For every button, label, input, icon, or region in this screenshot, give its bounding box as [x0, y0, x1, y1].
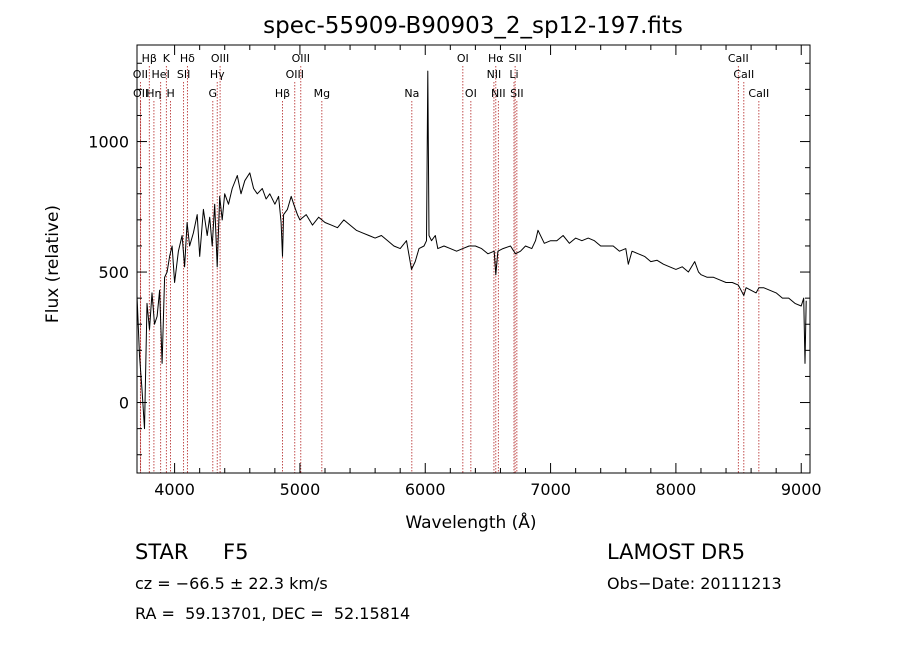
line-marker-label: OI [465, 87, 477, 100]
line-marker-label: Hβ [142, 52, 157, 65]
spectrum-chart: spec-55909-B90903_2_sp12-197.fits Hβ K Hδ O… [43, 13, 822, 533]
y-tick-label: 0 [119, 394, 129, 413]
line-marker-label: CaII [733, 68, 754, 81]
line-marker-label: OIII [292, 52, 310, 65]
line-marker-label: CaII [748, 87, 769, 100]
line-marker-label: H [166, 87, 174, 100]
x-axis-label: Wavelength (Å) [405, 511, 536, 533]
observation-date: Obs−Date: 20111213 [607, 574, 782, 593]
x-tick-label: 6000 [405, 480, 446, 499]
object-class: STAR [135, 540, 189, 564]
spectral-line-markers [139, 66, 760, 473]
redshift-velocity: cz = −66.5 ± 22.3 km/s [135, 574, 328, 593]
line-marker-label: Mg [314, 87, 330, 100]
x-tick-label: 5000 [280, 480, 321, 499]
line-marker-label: Hδ [180, 52, 195, 65]
x-tick-label: 4000 [154, 480, 195, 499]
line-marker-label: Hη [146, 87, 161, 100]
line-marker-label: OII [133, 68, 148, 81]
line-marker-label: K [163, 52, 171, 65]
spectrum-line [136, 70, 807, 430]
x-tick-label: 9000 [781, 480, 822, 499]
line-marker-label: HeI [152, 68, 170, 81]
y-tick-label: 1000 [88, 133, 129, 152]
axis-ticks [137, 45, 810, 473]
x-tick-label: 7000 [530, 480, 571, 499]
line-marker-label: OIII [211, 52, 229, 65]
spectral-line-labels: Hβ K Hδ OIII OIII OI Hα SII CaII OII HeI SII Hγ OIII N… [133, 52, 770, 100]
survey-name: LAMOST DR5 [607, 540, 746, 564]
line-marker-label: Hγ [210, 68, 225, 81]
line-marker-label: NII [487, 68, 502, 81]
line-marker-label: SII [508, 52, 521, 65]
y-axis-label: Flux (relative) [43, 205, 63, 323]
line-marker-label: CaII [728, 52, 749, 65]
chart-title: spec-55909-B90903_2_sp12-197.fits [263, 13, 683, 39]
x-tick-label: 8000 [656, 480, 697, 499]
line-marker-label: OIII [286, 68, 304, 81]
line-marker-label: Li [509, 68, 518, 81]
object-subclass: F5 [223, 540, 249, 564]
coordinates: RA = 59.13701, DEC = 52.15814 [135, 604, 411, 623]
line-marker-label: Na [404, 87, 419, 100]
plot-frame [136, 44, 811, 474]
axis-tick-labels: 4000 5000 6000 7000 8000 9000 0 500 1000 [88, 133, 821, 499]
y-tick-label: 500 [98, 263, 129, 282]
line-marker-label: Hα [488, 52, 504, 65]
line-marker-label: NII [491, 87, 506, 100]
line-marker-label: G [209, 87, 218, 100]
line-marker-label: OI [457, 52, 469, 65]
line-marker-label: SII [177, 68, 190, 81]
line-marker-label: SII [510, 87, 523, 100]
line-marker-label: Hβ [275, 87, 290, 100]
